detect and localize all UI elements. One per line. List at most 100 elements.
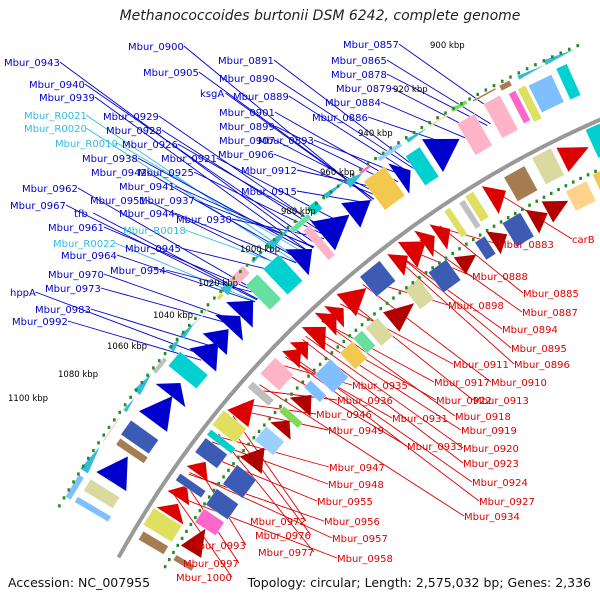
leader-line [94,96,309,253]
reverse-gene-feature [397,241,427,268]
gene-label-Mbur_0901: Mbur_0901 [219,108,275,119]
inner-dotted-ruler [535,199,539,203]
inner-dotted-ruler [167,557,171,562]
inner-dotted-ruler [336,345,340,349]
reverse-gene-feature [205,488,239,520]
outer-dotted-ruler [420,125,424,130]
leader-line [275,366,408,447]
gene-label-Mbur_0956: Mbur_0956 [324,517,380,528]
outer-dotted-ruler [476,92,480,97]
kbp-tick-label: 960 kbp [320,168,355,178]
gene-label-Mbur_0884: Mbur_0884 [325,98,381,109]
outer-dotted-ruler [307,207,311,211]
gene-label-Mbur_R0018: Mbur_R0018 [123,226,186,237]
inner-dotted-ruler [392,296,395,300]
inner-dotted-ruler [217,481,221,486]
reverse-gene-feature [503,165,538,202]
leader-line [419,239,523,313]
rna-gene-feature [180,322,196,339]
outer-dotted-ruler [87,456,90,460]
inner-dotted-ruler [342,339,346,344]
inner-dotted-ruler [330,351,334,355]
rna-gene-feature [428,114,448,128]
outer-dotted-ruler [444,111,447,115]
forward-gene-feature [555,63,582,101]
inner-dotted-ruler [458,247,461,251]
forward-gene-feature [155,382,186,408]
outer-dotted-ruler [500,79,504,83]
gene-label-Mbur_0931: Mbur_0931 [392,414,448,425]
rna-gene-feature [167,339,180,352]
inner-dotted-ruler [424,271,428,275]
forward-gene-feature [285,248,313,276]
leader-line [174,212,297,264]
gene-label-Mbur_0911: Mbur_0911 [453,360,509,371]
outer-dotted-ruler [92,448,95,453]
leader-line [189,472,333,539]
inner-dotted-ruler [237,455,240,459]
leader-line [84,83,318,245]
kbp-tick-label: 1080 kbp [58,370,98,380]
outer-dotted-ruler [175,337,179,341]
outer-dotted-ruler [62,496,66,500]
rna-gene-feature [498,79,513,92]
gene-label-Mbur_0992: Mbur_0992 [12,317,68,328]
genome-backbone [116,117,600,559]
reverse-gene-feature [227,398,255,428]
gene-label-Mbur_0977: Mbur_0977 [258,548,314,559]
forward-gene-feature [311,214,350,251]
reverse-gene-feature [481,186,507,215]
outer-dotted-ruler [58,504,61,508]
outer-dotted-ruler [239,269,242,274]
leader-line [90,308,214,347]
leader-line [173,494,338,559]
gene-label-Mbur_0961: Mbur_0961 [48,223,104,234]
outer-dotted-ruler [67,488,71,492]
gene-label-ksgA: ksgA [200,89,224,100]
gene-label-Mbur_0918: Mbur_0918 [455,412,511,423]
forward-gene-feature [226,300,254,328]
gene-label-Mbur_0922: Mbur_0922 [436,396,492,407]
gene-label-Mbur_0936: Mbur_0936 [337,396,393,407]
gene-label-Mbur_0899: Mbur_0899 [219,122,275,133]
forward-gene-feature [517,84,543,123]
outer-feature-track [65,49,582,523]
inner-dotted-ruler [411,281,415,285]
gene-label-Mbur_0949: Mbur_0949 [328,426,384,437]
reverse-gene-feature [565,180,597,212]
reverse-gene-feature [278,405,304,429]
reverse-gene-feature [359,260,396,297]
forward-gene-feature [96,456,128,492]
outer-dotted-ruler [468,97,471,101]
gene-label-Mbur_0972: Mbur_0972 [250,517,306,528]
forward-gene-feature [245,273,282,311]
rna-gene-feature [228,265,251,288]
rna-gene-feature [152,356,168,375]
outer-dotted-ruler [484,88,488,92]
outer-dotted-ruler [113,418,116,422]
leader-line [308,332,462,431]
reverse-gene-feature [443,207,468,238]
outer-dotted-ruler [102,433,106,437]
inner-dotted-ruler [185,529,188,533]
inner-dotted-ruler [222,475,225,479]
rna-gene-feature [123,398,135,413]
rna-gene-feature [344,172,364,189]
inner-dotted-ruler [212,488,216,492]
rna-gene-feature [80,446,100,474]
gene-label-Mbur_0923: Mbur_0923 [463,459,519,470]
outer-dotted-ruler [181,330,185,334]
outer-dotted-ruler [72,480,75,484]
gene-label-Mbur_0958: Mbur_0958 [337,554,393,565]
reverse-gene-feature [194,437,228,469]
gene-label-Mbur_0938: Mbur_0938 [82,154,138,165]
outer-dotted-ruler [381,151,385,155]
kbp-tick-label: 940 kbp [358,129,393,139]
inner-dotted-ruler [247,442,250,446]
accession-text: Accession: NC_007955 [8,575,151,590]
gene-label-Mbur_0889: Mbur_0889 [233,92,289,103]
outer-dotted-ruler [279,231,283,236]
reverse-gene-feature [211,409,248,444]
gene-label-Mbur_0886: Mbur_0886 [312,113,368,124]
gene-label-Mbur_0898: Mbur_0898 [448,301,504,312]
